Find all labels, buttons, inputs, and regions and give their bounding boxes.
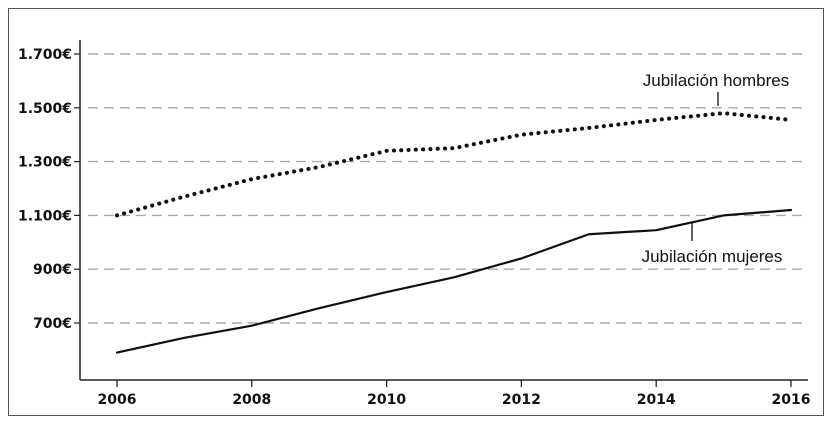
y-tick-label: 1.100€ [18,208,72,224]
y-tick-label: 1.300€ [18,155,72,171]
x-tick-label: 2016 [772,392,811,408]
y-tick-label: 1.700€ [18,47,72,63]
series-label: Jubilación mujeres [642,247,783,266]
x-tick-label: 2012 [502,392,541,408]
y-tick-label: 1.500€ [18,101,72,117]
y-tick-label: 900€ [33,262,72,278]
series-label: Jubilación hombres [643,71,789,90]
series-line-hombres [115,111,793,218]
x-tick-label: 2008 [232,392,271,408]
series-line-mujeres [115,208,793,354]
y-tick-label: 700€ [33,316,72,332]
x-tick-label: 2010 [367,392,406,408]
chart-frame [8,8,824,416]
x-tick-label: 2014 [637,392,676,408]
x-tick-label: 2006 [98,392,137,408]
